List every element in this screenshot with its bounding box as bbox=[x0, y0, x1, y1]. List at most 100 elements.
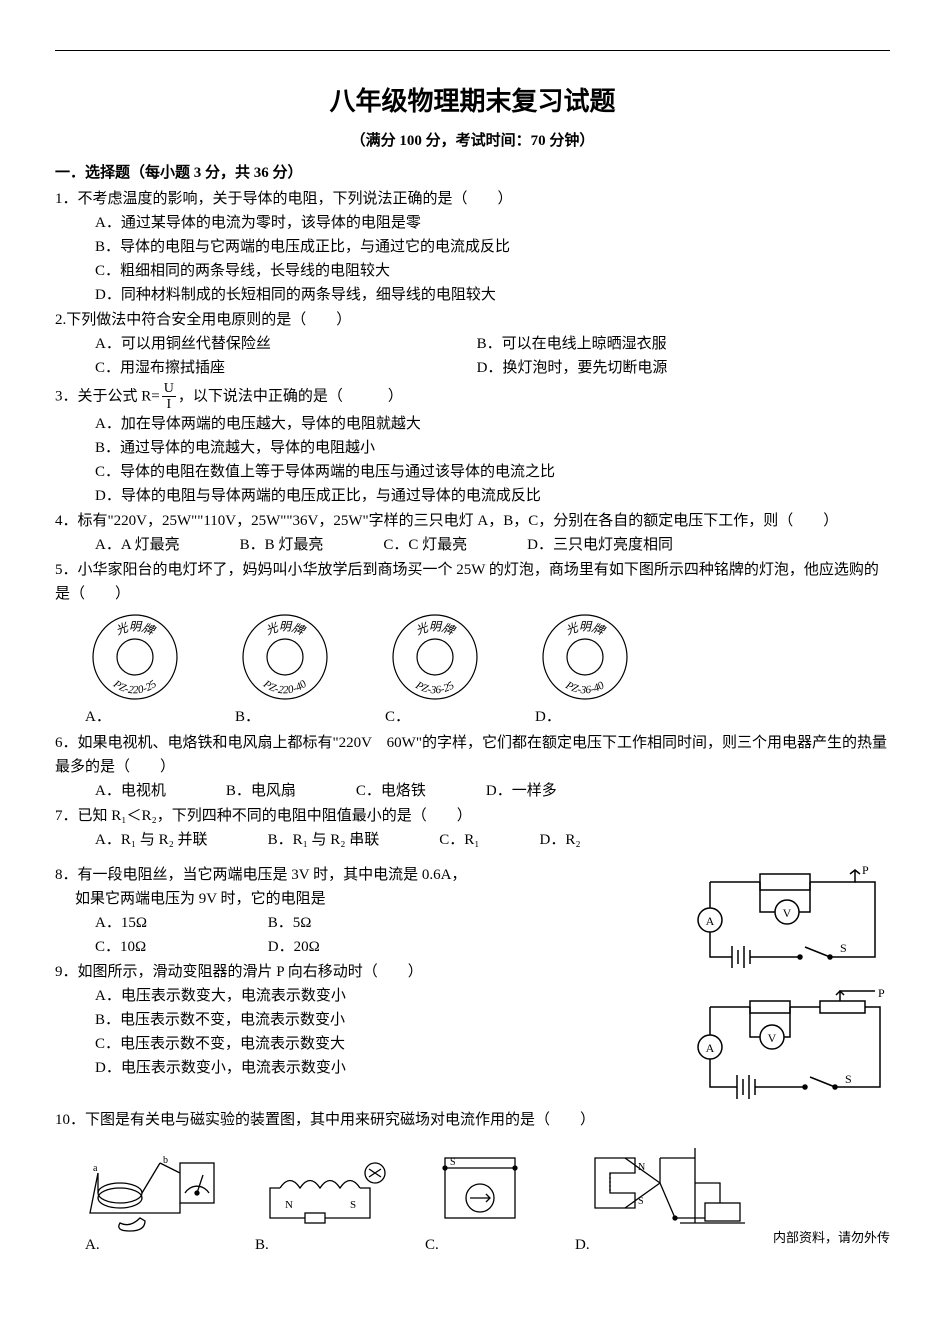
q9-opt-c: C．电压表示数不变，电流表示数变大 bbox=[95, 1032, 668, 1056]
svg-text:光明牌: 光明牌 bbox=[264, 620, 308, 639]
q8-line1: 8．有一段电阻丝，当它两端电压是 3V 时，其中电流是 0.6A， bbox=[55, 863, 668, 887]
q5-label-a: A． bbox=[85, 709, 111, 725]
q3-opt-d: D．导体的电阻与导体两端的电压成正比，与通过导体的电流成反比 bbox=[95, 484, 890, 508]
q3-frac-den: I bbox=[162, 397, 176, 412]
bulb-b-brand: 光明牌 bbox=[264, 620, 308, 639]
q8-q9-block: 8．有一段电阻丝，当它两端电压是 3V 时，其中电流是 0.6A， 如果它两端电… bbox=[55, 862, 890, 1107]
q4-opt-c: C．C 灯最亮 bbox=[383, 533, 467, 557]
q1-opt-b: B．导体的电阻与它两端的电压成正比，与通过它的电流成反比 bbox=[95, 235, 890, 259]
bulb-c-icon: 光明牌 PZ-36-25 bbox=[385, 610, 485, 705]
question-9: 9．如图所示，滑动变阻器的滑片 P 向右移动时（ ） A．电压表示数变大，电流表… bbox=[55, 960, 668, 1080]
q10-text: 10．下图是有关电与磁实验的装置图，其中用来研究磁场对电流作用的是（ ） bbox=[55, 1108, 890, 1132]
bulb-c-brand: 光明牌 bbox=[414, 620, 458, 639]
q8-opt-b: B．5Ω bbox=[268, 911, 441, 935]
q7-opt-b: B．R₁ 与 R₂ 串联 bbox=[268, 828, 380, 852]
q3-text: 3．关于公式 R=UI，以下说法中正确的是（ ） bbox=[55, 381, 890, 413]
svg-text:PZ-36-40: PZ-36-40 bbox=[563, 679, 607, 697]
circuit-q8-icon: P S A V bbox=[680, 862, 890, 977]
q5-bulb-a: 光明牌 PZ-220-25 A． bbox=[85, 610, 185, 729]
q10-d-icon: N S bbox=[575, 1138, 755, 1233]
bulb-a-icon: 光明牌 PZ-220-25 bbox=[85, 610, 185, 705]
q5-bulb-c: 光明牌 PZ-36-25 C． bbox=[385, 610, 485, 729]
q1-opt-c: C．粗细相同的两条导线，长导线的电阻较大 bbox=[95, 259, 890, 283]
q6-opt-c: C．电烙铁 bbox=[356, 779, 426, 803]
q7-opt-a: A．R₁ 与 R₂ 并联 bbox=[95, 828, 208, 852]
svg-text:V: V bbox=[768, 1031, 777, 1045]
q10-fig-d: N S D. bbox=[575, 1138, 755, 1257]
question-8: 8．有一段电阻丝，当它两端电压是 3V 时，其中电流是 0.6A， 如果它两端电… bbox=[55, 863, 668, 959]
svg-text:S: S bbox=[845, 1072, 852, 1086]
bulb-d-brand: 光明牌 bbox=[564, 620, 608, 639]
q6-text: 6．如果电视机、电烙铁和电风扇上都标有"220V 60W"的字样，它们都在额定电… bbox=[55, 731, 890, 779]
question-10: 10．下图是有关电与磁实验的装置图，其中用来研究磁场对电流作用的是（ ） a b bbox=[55, 1108, 890, 1257]
q4-opt-d: D．三只电灯亮度相同 bbox=[527, 533, 673, 557]
svg-text:S: S bbox=[450, 1157, 456, 1168]
q10-c-icon: S bbox=[425, 1143, 545, 1233]
svg-text:P: P bbox=[878, 987, 885, 1000]
question-4: 4．标有"220V，25W""110V，25W""36V，25W"字样的三只电灯… bbox=[55, 509, 890, 557]
q1-opt-a: A．通过某导体的电流为零时，该导体的电阻是零 bbox=[95, 211, 890, 235]
q10-fig-b: N S B. bbox=[255, 1143, 395, 1257]
q8-opt-d: D．20Ω bbox=[268, 935, 441, 959]
circuit-q9-icon: P S A V bbox=[680, 987, 890, 1107]
page-title: 八年级物理期末复习试题 bbox=[55, 81, 890, 123]
question-6: 6．如果电视机、电烙铁和电风扇上都标有"220V 60W"的字样，它们都在额定电… bbox=[55, 731, 890, 803]
q10-fig-a: a b A. bbox=[85, 1143, 225, 1257]
q10-fig-c: S C. bbox=[425, 1143, 545, 1257]
svg-text:PZ-220-25: PZ-220-25 bbox=[110, 678, 159, 697]
q2-opt-a: A．可以用铜丝代替保险丝 bbox=[95, 332, 477, 356]
q2-opt-c: C．用湿布擦拭插座 bbox=[95, 356, 477, 380]
q10-label-d: D. bbox=[575, 1237, 590, 1253]
q5-bulb-b: 光明牌 PZ-220-40 B． bbox=[235, 610, 335, 729]
q9-opt-a: A．电压表示数变大，电流表示数变小 bbox=[95, 984, 668, 1008]
q6-opt-d: D．一样多 bbox=[486, 779, 557, 803]
svg-text:P: P bbox=[862, 863, 869, 877]
question-5: 5．小华家阳台的电灯坏了，妈妈叫小华放学后到商场买一个 25W 的灯泡，商场里有… bbox=[55, 558, 890, 729]
q1-text: 1．不考虑温度的影响，关于导体的电阻，下列说法正确的是（ ） bbox=[55, 187, 890, 211]
q7-opt-d: D．R₂ bbox=[540, 828, 581, 852]
q4-opt-a: A．A 灯最亮 bbox=[95, 533, 180, 557]
bulb-a-brand: 光明牌 bbox=[114, 620, 158, 639]
q8-opt-c: C．10Ω bbox=[95, 935, 268, 959]
q10-image-row: a b A. bbox=[85, 1138, 890, 1257]
q5-label-b: B． bbox=[235, 709, 260, 725]
svg-text:a: a bbox=[93, 1163, 98, 1174]
bulb-d-spec: PZ-36-40 bbox=[563, 679, 607, 697]
bulb-c-spec: PZ-36-25 bbox=[413, 679, 457, 697]
q2-opt-d: D．换灯泡时，要先切断电源 bbox=[477, 356, 859, 380]
q6-opt-a: A．电视机 bbox=[95, 779, 166, 803]
question-2: 2.下列做法中符合安全用电原则的是（ ） A．可以用铜丝代替保险丝 B．可以在电… bbox=[55, 308, 890, 380]
question-1: 1．不考虑温度的影响，关于导体的电阻，下列说法正确的是（ ） A．通过某导体的电… bbox=[55, 187, 890, 307]
q5-label-d: D． bbox=[535, 709, 561, 725]
svg-text:光明牌: 光明牌 bbox=[564, 620, 608, 639]
q7-text: 7．已知 R₁＜R₂，下列四种不同的电阻中阻值最小的是（ ） bbox=[55, 804, 890, 828]
svg-text:PZ-220-40: PZ-220-40 bbox=[260, 678, 309, 697]
question-3: 3．关于公式 R=UI，以下说法中正确的是（ ） A．加在导体两端的电压越大，导… bbox=[55, 381, 890, 509]
svg-text:S: S bbox=[840, 941, 847, 955]
svg-text:S: S bbox=[350, 1199, 356, 1211]
q3-opt-a: A．加在导体两端的电压越大，导体的电阻就越大 bbox=[95, 412, 890, 436]
q10-a-icon: a b bbox=[85, 1143, 225, 1233]
q8-opt-a: A．15Ω bbox=[95, 911, 268, 935]
q5-label-c: C． bbox=[385, 709, 410, 725]
page-subtitle: （满分 100 分，考试时间：70 分钟） bbox=[55, 129, 890, 153]
q9-opt-b: B．电压表示数不变，电流表示数变小 bbox=[95, 1008, 668, 1032]
section-1-heading: 一．选择题（每小题 3 分，共 36 分） bbox=[55, 161, 890, 185]
q5-bulb-d: 光明牌 PZ-36-40 D． bbox=[535, 610, 635, 729]
q3-post: ，以下说法中正确的是（ ） bbox=[178, 388, 403, 404]
footer-note: 内部资料，请勿外传 bbox=[773, 1228, 890, 1249]
q4-opt-b: B．B 灯最亮 bbox=[240, 533, 324, 557]
svg-text:光明牌: 光明牌 bbox=[414, 620, 458, 639]
q8-line2: 如果它两端电压为 9V 时，它的电阻是 bbox=[75, 887, 668, 911]
q3-frac-num: U bbox=[162, 381, 176, 397]
q4-text: 4．标有"220V，25W""110V，25W""36V，25W"字样的三只电灯… bbox=[55, 509, 890, 533]
q9-text: 9．如图所示，滑动变阻器的滑片 P 向右移动时（ ） bbox=[55, 960, 668, 984]
svg-text:A: A bbox=[706, 1041, 715, 1055]
q7-opt-c: C．R₁ bbox=[439, 828, 479, 852]
svg-text:A: A bbox=[706, 914, 715, 928]
q1-opt-d: D．同种材料制成的长短相同的两条导线，细导线的电阻较大 bbox=[95, 283, 890, 307]
q5-text: 5．小华家阳台的电灯坏了，妈妈叫小华放学后到商场买一个 25W 的灯泡，商场里有… bbox=[55, 558, 890, 606]
bulb-a-spec: PZ-220-25 bbox=[110, 678, 159, 697]
q10-b-icon: N S bbox=[255, 1143, 395, 1233]
bulb-d-icon: 光明牌 PZ-36-40 bbox=[535, 610, 635, 705]
